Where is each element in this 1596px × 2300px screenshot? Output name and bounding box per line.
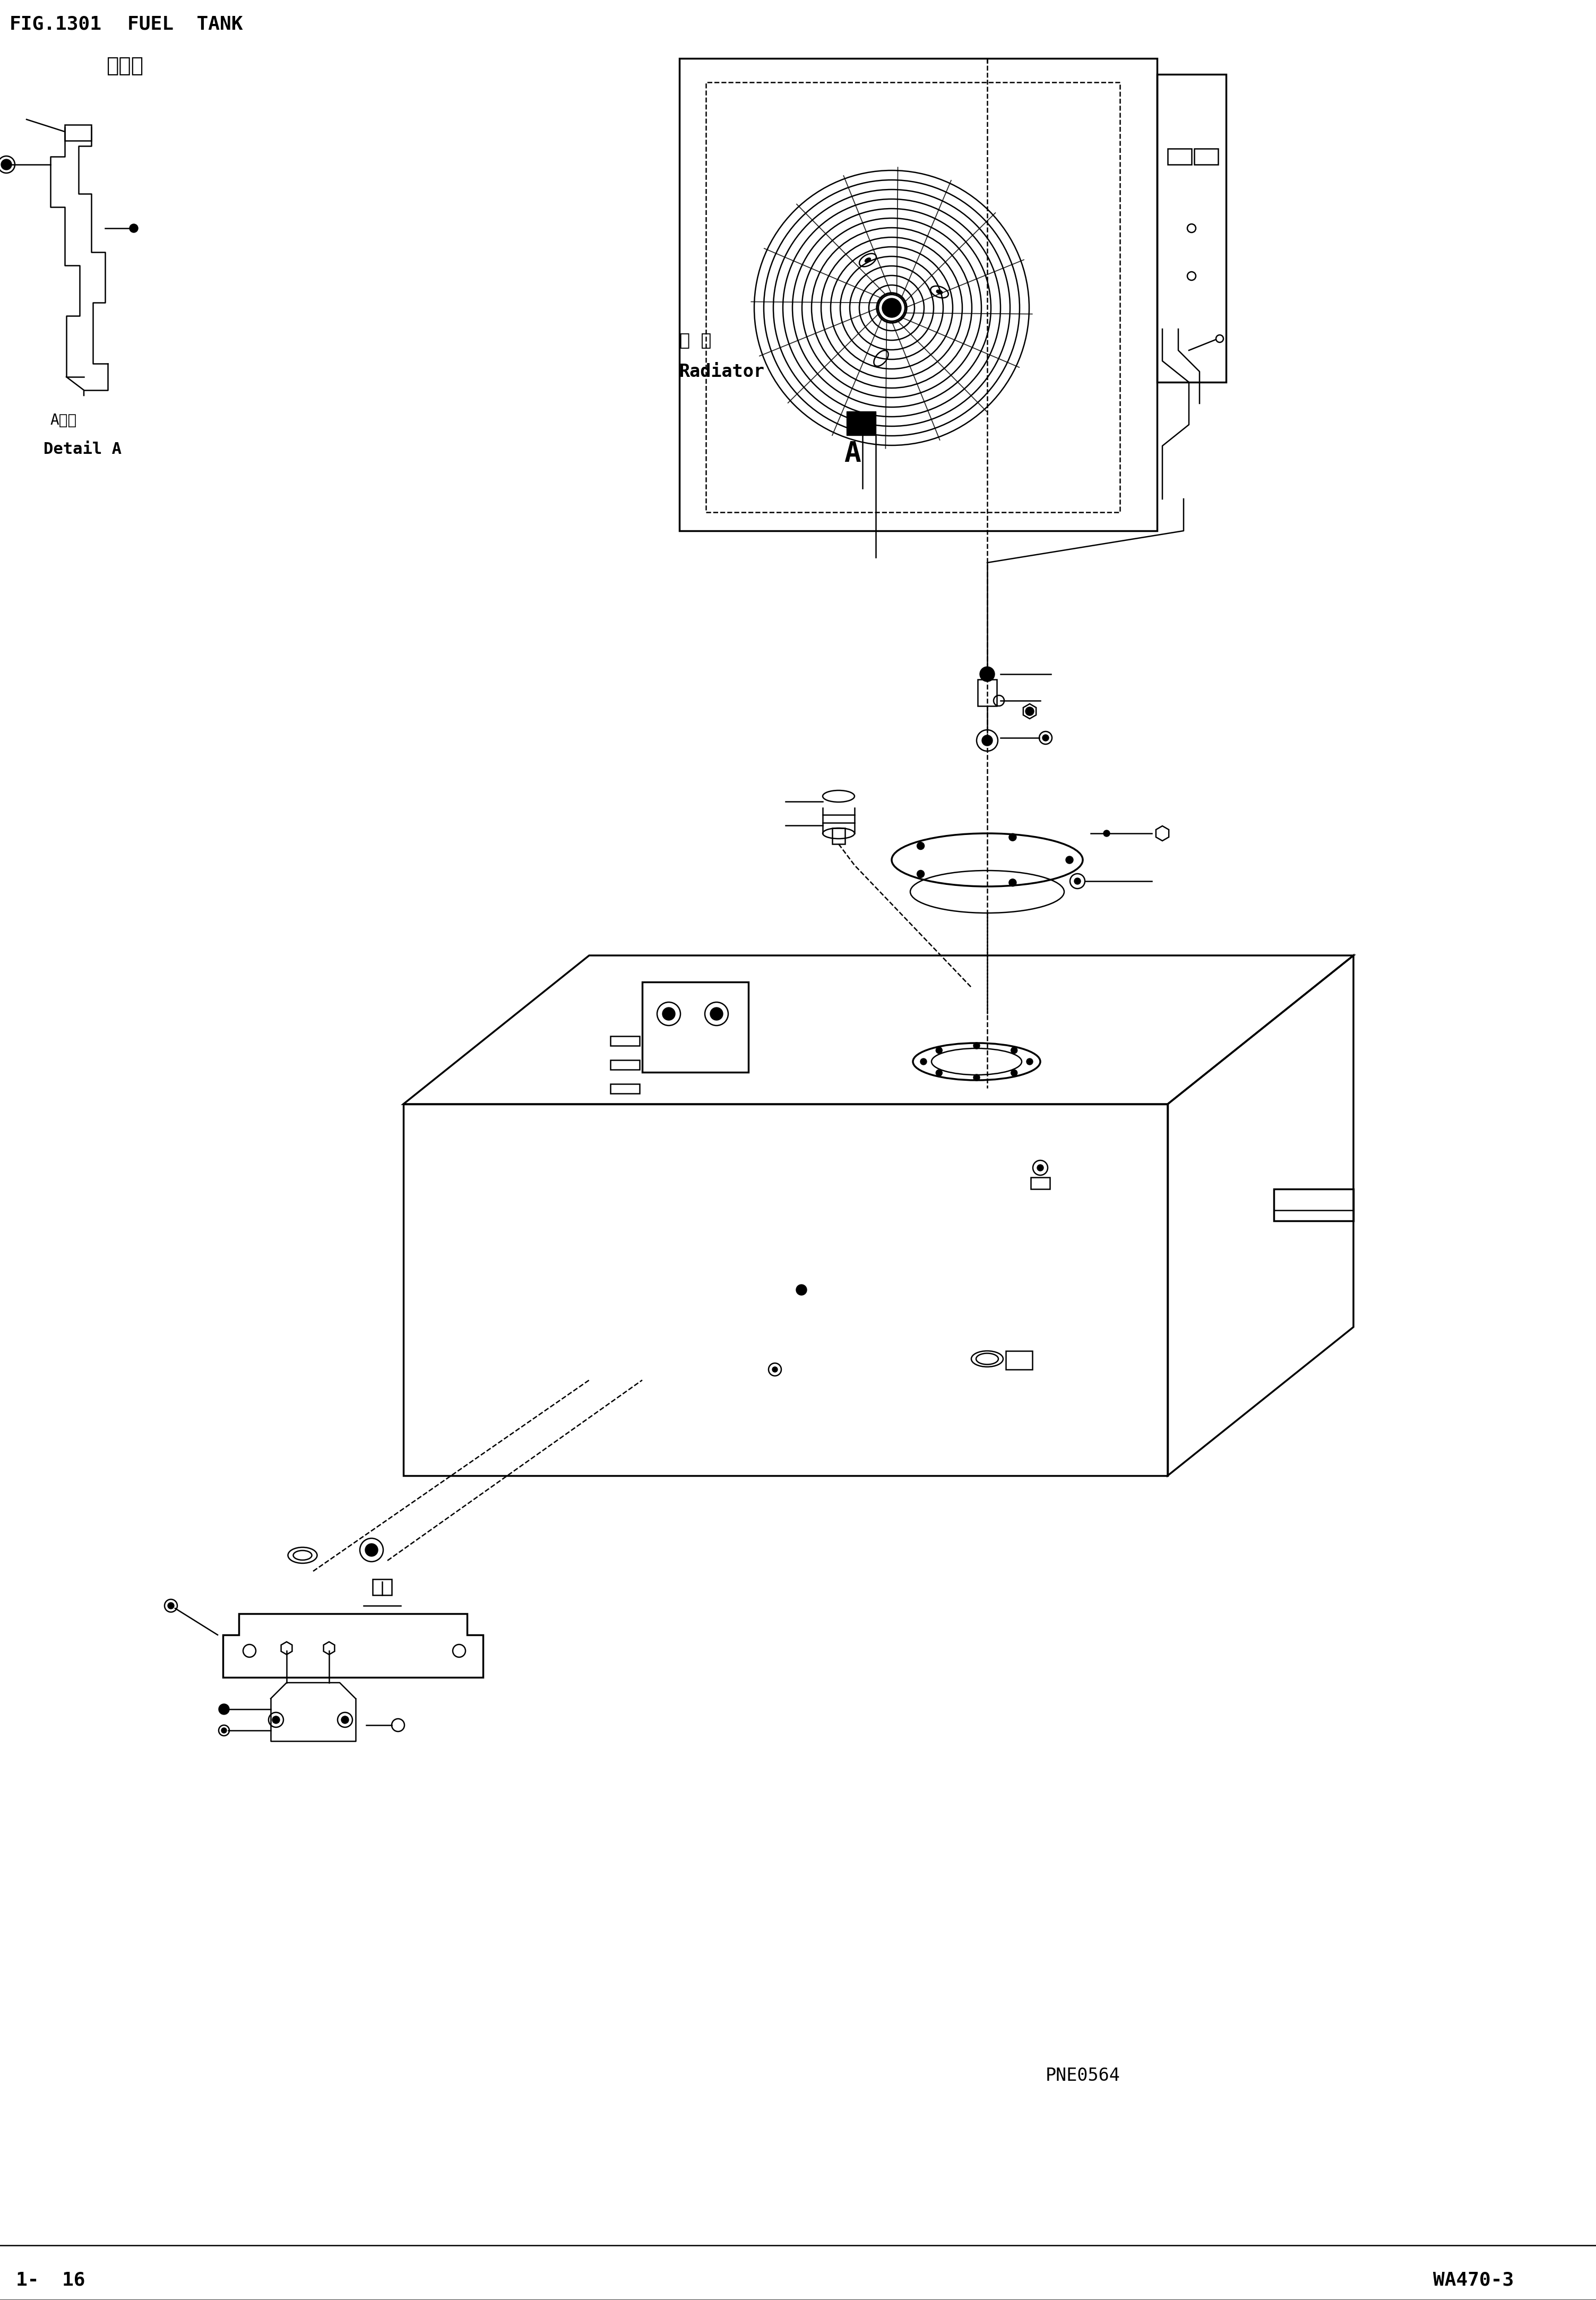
Bar bbox=[65, 124, 91, 140]
Circle shape bbox=[273, 1716, 279, 1723]
Bar bbox=[642, 982, 749, 1072]
Bar bbox=[1031, 1178, 1050, 1189]
Circle shape bbox=[982, 736, 993, 745]
Circle shape bbox=[980, 667, 994, 681]
Bar bbox=[1194, 150, 1218, 166]
Circle shape bbox=[921, 1058, 927, 1065]
Bar bbox=[1168, 150, 1192, 166]
Circle shape bbox=[2, 159, 11, 170]
Circle shape bbox=[974, 1074, 980, 1081]
Text: FIG.1301: FIG.1301 bbox=[10, 14, 102, 32]
Bar bbox=[978, 678, 998, 706]
Circle shape bbox=[883, 299, 902, 317]
Bar bbox=[610, 1060, 640, 1070]
Circle shape bbox=[1026, 1058, 1033, 1065]
Bar bbox=[832, 828, 844, 844]
Circle shape bbox=[365, 1543, 378, 1557]
Ellipse shape bbox=[937, 290, 943, 294]
Bar bbox=[610, 1083, 640, 1092]
Bar bbox=[705, 83, 1120, 513]
Bar bbox=[846, 412, 876, 435]
Circle shape bbox=[1066, 856, 1073, 863]
Circle shape bbox=[772, 1366, 777, 1373]
Circle shape bbox=[935, 1070, 942, 1076]
Circle shape bbox=[662, 1007, 675, 1021]
Text: Radiator: Radiator bbox=[680, 363, 764, 380]
Circle shape bbox=[796, 1286, 806, 1295]
Text: A详细: A详细 bbox=[51, 414, 77, 428]
Text: A: A bbox=[844, 439, 860, 467]
Circle shape bbox=[1010, 1047, 1017, 1053]
Ellipse shape bbox=[865, 258, 871, 262]
Circle shape bbox=[1037, 1164, 1044, 1171]
Text: FUEL  TANK: FUEL TANK bbox=[128, 14, 243, 32]
Circle shape bbox=[342, 1716, 348, 1723]
Bar bbox=[1005, 1350, 1033, 1369]
Text: 1-  16: 1- 16 bbox=[16, 2270, 85, 2288]
Circle shape bbox=[1042, 734, 1049, 741]
Circle shape bbox=[918, 842, 924, 849]
Text: WA470-3: WA470-3 bbox=[1433, 2270, 1515, 2288]
Circle shape bbox=[219, 1704, 230, 1714]
Circle shape bbox=[1009, 833, 1017, 842]
Bar bbox=[680, 58, 1157, 531]
Circle shape bbox=[710, 1007, 723, 1021]
Circle shape bbox=[1009, 879, 1017, 886]
Text: Detail A: Detail A bbox=[43, 442, 121, 458]
Circle shape bbox=[1103, 830, 1109, 837]
Circle shape bbox=[974, 1042, 980, 1049]
Circle shape bbox=[129, 223, 137, 232]
Circle shape bbox=[1074, 879, 1080, 883]
Text: 燃油筱: 燃油筱 bbox=[107, 55, 144, 76]
Bar bbox=[1157, 74, 1226, 382]
Circle shape bbox=[918, 869, 924, 879]
Circle shape bbox=[168, 1603, 174, 1610]
Circle shape bbox=[222, 1727, 227, 1734]
Text: PNE0564: PNE0564 bbox=[1045, 2068, 1120, 2084]
Circle shape bbox=[935, 1047, 942, 1053]
Circle shape bbox=[1026, 706, 1034, 715]
Bar bbox=[1274, 1189, 1353, 1221]
Text: 水 筱: 水 筱 bbox=[680, 331, 712, 350]
Circle shape bbox=[1010, 1070, 1017, 1076]
Bar bbox=[372, 1580, 391, 1596]
Bar bbox=[610, 1035, 640, 1047]
